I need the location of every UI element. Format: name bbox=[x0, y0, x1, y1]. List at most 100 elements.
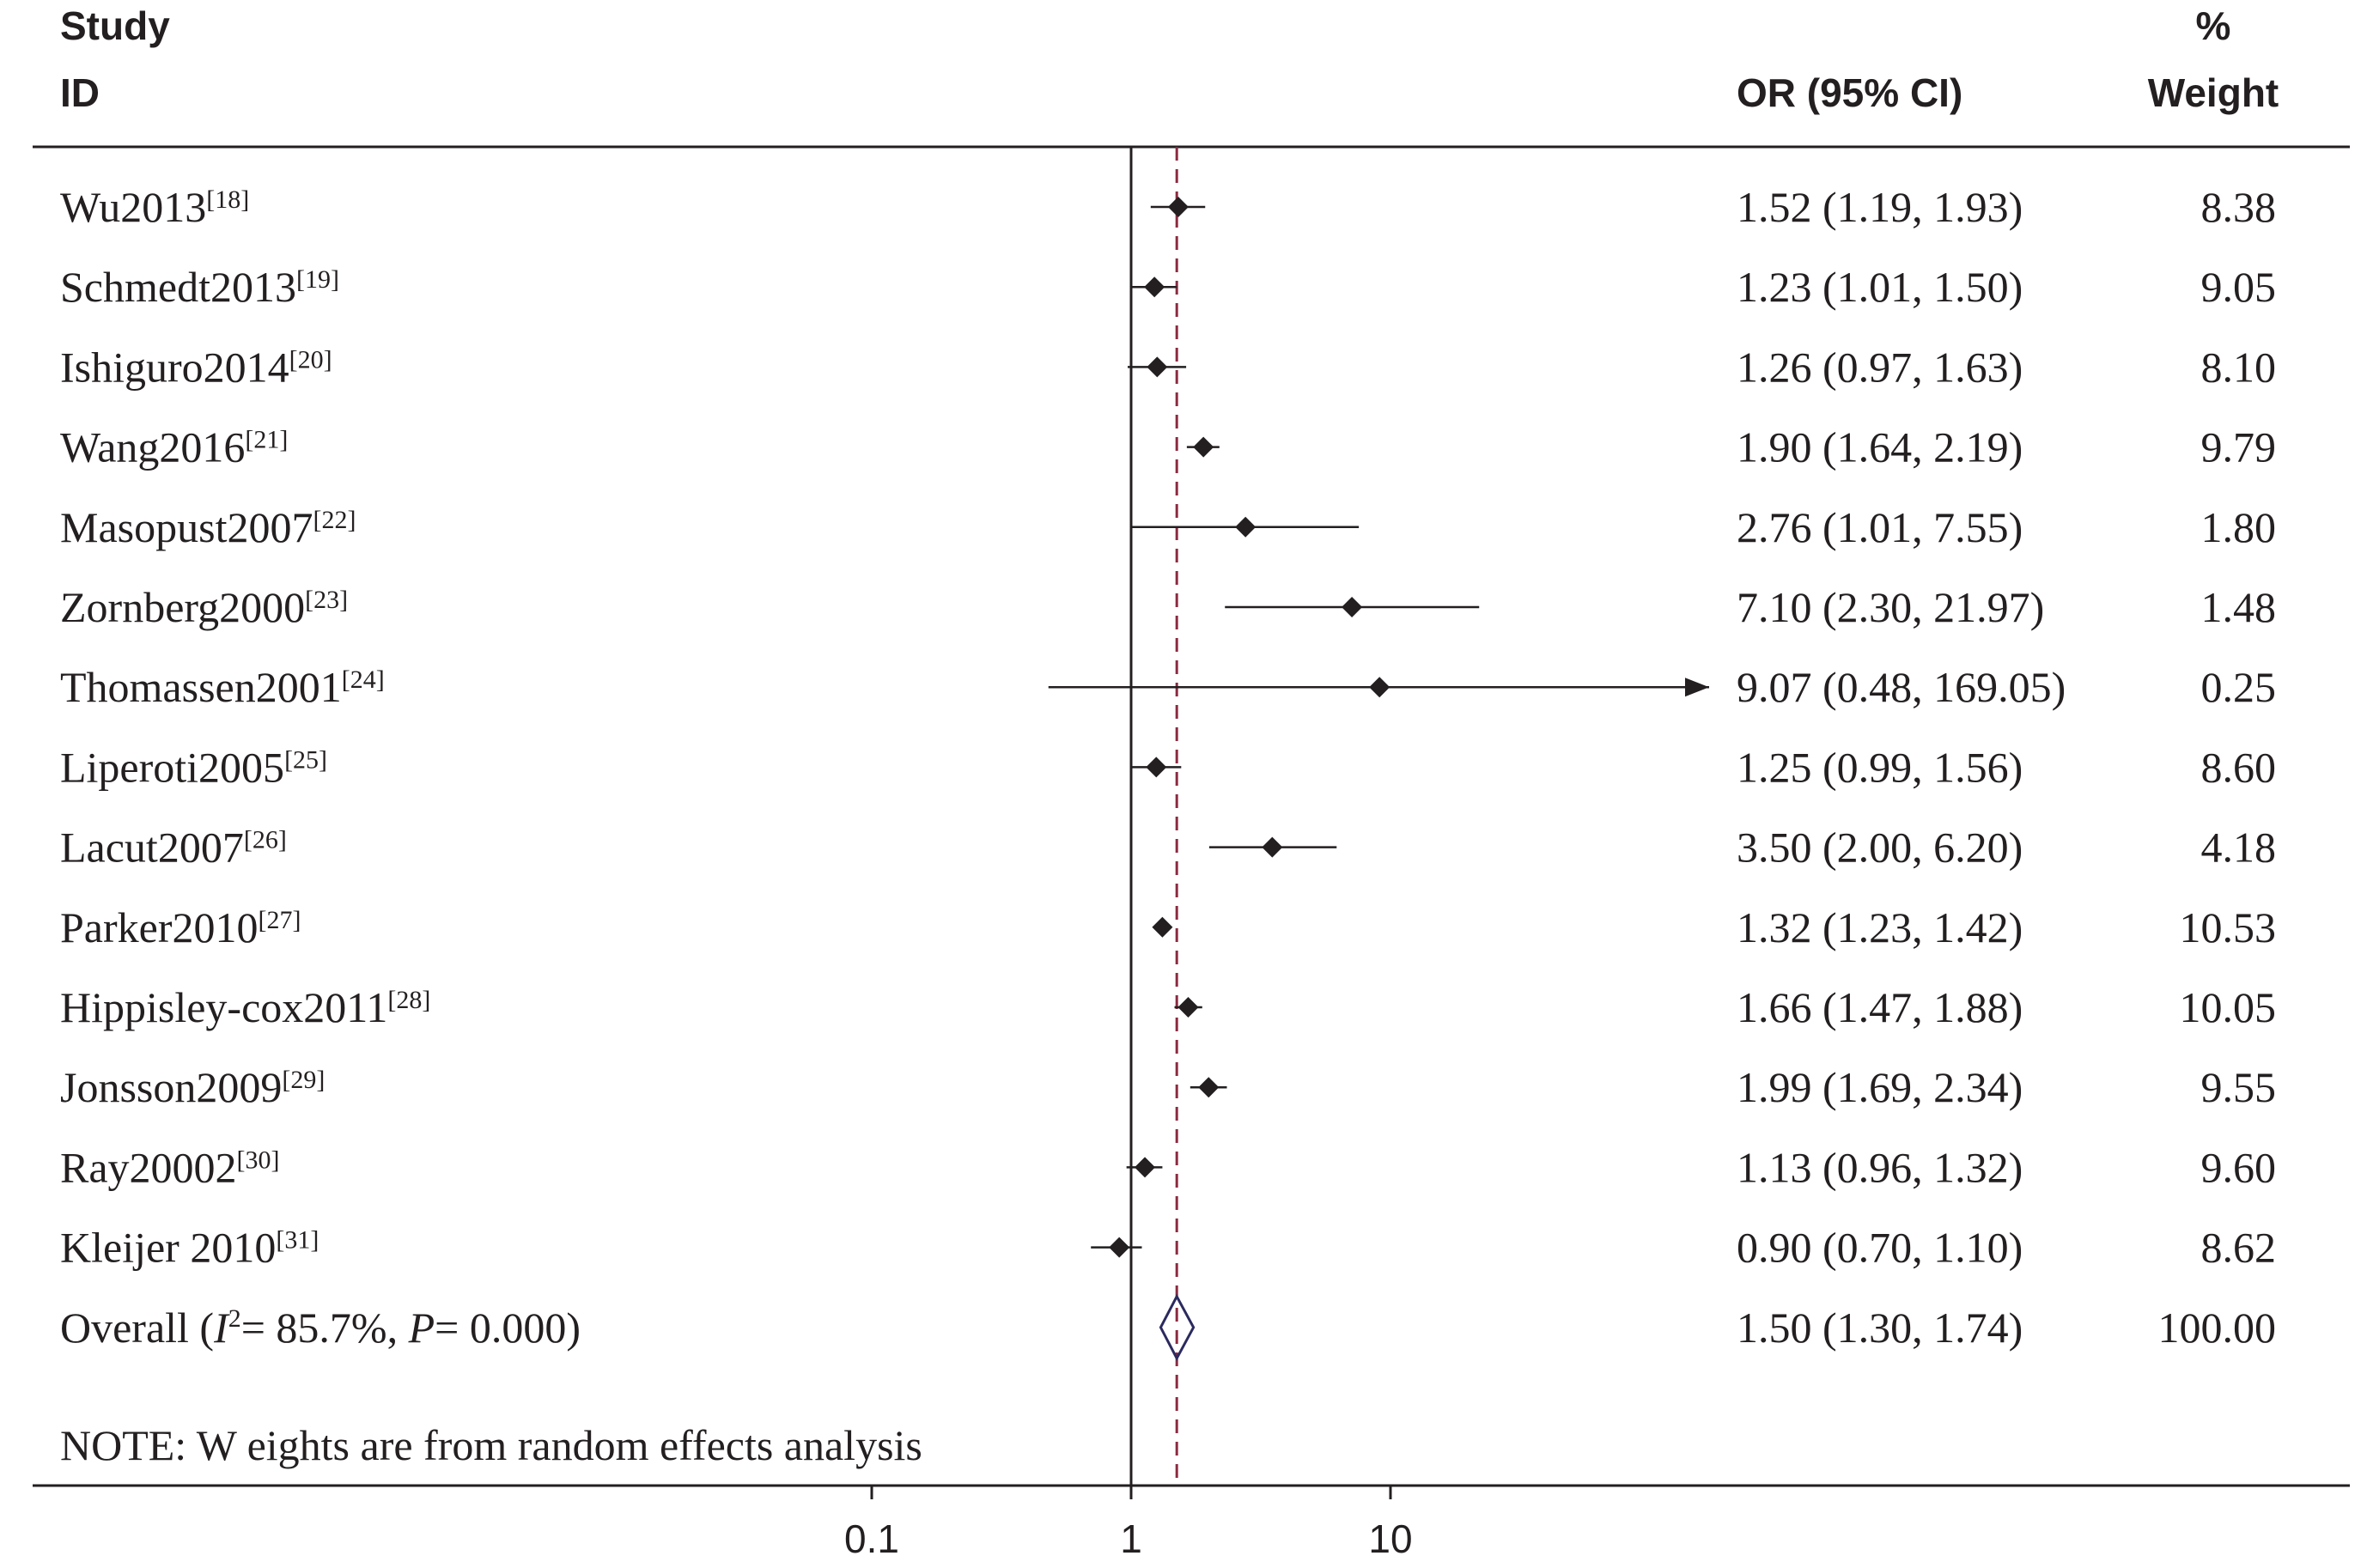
study-row: Masopust2007[22] 2.76 (1.01, 7.55) 1.80 bbox=[60, 503, 2276, 551]
or-ci-value: 1.26 (0.97, 1.63) bbox=[1737, 343, 2023, 391]
study-row: Liperoti2005[25] 1.25 (0.99, 1.56) 8.60 bbox=[60, 743, 2276, 791]
point-estimate-marker bbox=[1152, 916, 1173, 938]
study-reference: [29] bbox=[282, 1066, 325, 1094]
or-ci-value: 1.99 (1.69, 2.34) bbox=[1737, 1063, 2023, 1111]
study-id-label: Wang2016[21] bbox=[60, 423, 288, 471]
study-row: Wu2013[18] 1.52 (1.19, 1.93) 8.38 bbox=[60, 183, 2276, 231]
study-reference: [20] bbox=[289, 345, 332, 374]
or-ci-value: 9.07 (0.48, 169.05) bbox=[1737, 663, 2066, 711]
study-id-label: Kleijer 2010[31] bbox=[60, 1224, 319, 1272]
header-weight: Weight bbox=[2148, 70, 2279, 115]
header-study: Study bbox=[60, 3, 170, 48]
point-estimate-marker bbox=[1235, 516, 1257, 538]
study-row: Ishiguro2014[20] 1.26 (0.97, 1.63) 8.10 bbox=[60, 343, 2276, 391]
study-id-label: Wu2013[18] bbox=[60, 183, 249, 231]
weight-value: 9.55 bbox=[2201, 1063, 2277, 1111]
overall-row: Overall (I2= 85.7%, P= 0.000) 1.50 (1.30,… bbox=[60, 1293, 2277, 1361]
study-row: Wang2016[21] 1.90 (1.64, 2.19) 9.79 bbox=[60, 423, 2276, 471]
study-row: Lacut2007[26] 3.50 (2.00, 6.20) 4.18 bbox=[60, 824, 2276, 872]
ci-truncation-arrow bbox=[1685, 678, 1709, 697]
reference-lines bbox=[1129, 147, 1178, 1486]
study-id-label: Schmedt2013[19] bbox=[60, 263, 339, 311]
study-id-label: Liperoti2005[25] bbox=[60, 743, 327, 791]
or-ci-value: 1.13 (0.96, 1.32) bbox=[1737, 1143, 2023, 1191]
weight-value: 9.60 bbox=[2201, 1143, 2277, 1191]
study-id-label: Thomassen2001[24] bbox=[60, 663, 385, 711]
weight-value: 9.05 bbox=[2201, 263, 2277, 311]
header-or-ci: OR (95% CI) bbox=[1737, 70, 1962, 115]
point-estimate-marker bbox=[1167, 197, 1189, 217]
weight-value: 8.60 bbox=[2201, 743, 2277, 791]
header-percent: % bbox=[2196, 3, 2231, 48]
study-row: Parker2010[27] 1.32 (1.23, 1.42) 10.53 bbox=[60, 903, 2276, 951]
study-reference: [26] bbox=[244, 826, 287, 854]
study-row: Ray20002[30] 1.13 (0.96, 1.32) 9.60 bbox=[60, 1143, 2276, 1191]
weights-note: NOTE: W eights are from random effects a… bbox=[60, 1421, 922, 1469]
point-estimate-marker bbox=[1135, 1157, 1156, 1178]
or-ci-value: 1.66 (1.47, 1.88) bbox=[1737, 983, 2023, 1031]
point-estimate-marker bbox=[1109, 1237, 1130, 1258]
x-tick-label: 1 bbox=[1120, 1516, 1142, 1561]
study-reference: [23] bbox=[305, 586, 348, 614]
weight-value: 8.38 bbox=[2201, 183, 2277, 231]
or-ci-value: 7.10 (2.30, 21.97) bbox=[1737, 583, 2044, 631]
overall-diamond bbox=[1159, 1293, 1196, 1361]
weight-value: 10.05 bbox=[2180, 983, 2277, 1031]
point-estimate-marker bbox=[1198, 1077, 1220, 1098]
point-estimate-marker bbox=[1177, 997, 1199, 1018]
or-ci-value: 1.90 (1.64, 2.19) bbox=[1737, 423, 2023, 471]
study-rows: Wu2013[18] 1.52 (1.19, 1.93) 8.38 Schmedt20… bbox=[60, 183, 2277, 1361]
weight-value: 10.53 bbox=[2180, 903, 2277, 951]
weight-value: 1.48 bbox=[2201, 583, 2277, 631]
study-reference: [21] bbox=[245, 426, 288, 454]
point-estimate-marker bbox=[1146, 757, 1167, 778]
weight-value: 4.18 bbox=[2201, 824, 2277, 872]
study-id-label: Jonsson2009[29] bbox=[60, 1063, 325, 1111]
overall-label: Overall (I2= 85.7%, P= 0.000) bbox=[60, 1304, 581, 1352]
study-reference: [30] bbox=[237, 1146, 280, 1174]
weight-value: 0.25 bbox=[2201, 663, 2277, 711]
overall-or-ci-value: 1.50 (1.30, 1.74) bbox=[1737, 1304, 2023, 1352]
study-id-label: Lacut2007[26] bbox=[60, 824, 287, 872]
study-id-label: Masopust2007[22] bbox=[60, 503, 356, 551]
study-row: Thomassen2001[24] 9.07 (0.48, 169.05) 0.25 bbox=[60, 663, 2276, 711]
weight-value: 1.80 bbox=[2201, 503, 2277, 551]
or-ci-value: 1.52 (1.19, 1.93) bbox=[1737, 183, 2023, 231]
or-ci-value: 0.90 (0.70, 1.10) bbox=[1737, 1224, 2023, 1272]
point-estimate-marker bbox=[1144, 277, 1165, 298]
study-row: Schmedt2013[19] 1.23 (1.01, 1.50) 9.05 bbox=[60, 263, 2276, 311]
study-reference: [18] bbox=[206, 185, 249, 214]
column-headers: Study ID OR (95% CI) % Weight bbox=[60, 3, 2279, 115]
study-reference: [19] bbox=[296, 265, 339, 294]
study-reference: [31] bbox=[276, 1226, 319, 1255]
study-row: Jonsson2009[29] 1.99 (1.69, 2.34) 9.55 bbox=[60, 1063, 2276, 1111]
study-reference: [27] bbox=[259, 906, 301, 934]
or-ci-value: 1.23 (1.01, 1.50) bbox=[1737, 263, 2023, 311]
study-reference: [28] bbox=[387, 986, 430, 1014]
point-estimate-marker bbox=[1342, 597, 1363, 617]
or-ci-value: 3.50 (2.00, 6.20) bbox=[1737, 824, 2023, 872]
study-id-label: Ray20002[30] bbox=[60, 1143, 280, 1191]
point-estimate-marker bbox=[1262, 836, 1283, 858]
study-row: Kleijer 2010[31] 0.90 (0.70, 1.10) 8.62 bbox=[60, 1224, 2276, 1272]
study-reference: [25] bbox=[284, 745, 327, 774]
weight-value: 8.62 bbox=[2201, 1224, 2277, 1272]
study-row: Zornberg2000[23] 7.10 (2.30, 21.97) 1.48 bbox=[60, 583, 2276, 631]
point-estimate-marker bbox=[1193, 436, 1214, 458]
or-ci-value: 1.25 (0.99, 1.56) bbox=[1737, 743, 2023, 791]
study-id-label: Parker2010[27] bbox=[60, 903, 301, 951]
overall-weight-value: 100.00 bbox=[2158, 1304, 2277, 1352]
point-estimate-marker bbox=[1147, 356, 1168, 378]
or-ci-value: 2.76 (1.01, 7.55) bbox=[1737, 503, 2023, 551]
x-tick-label: 10 bbox=[1368, 1516, 1412, 1561]
weight-value: 8.10 bbox=[2201, 343, 2277, 391]
study-id-label: Ishiguro2014[20] bbox=[60, 343, 332, 391]
study-reference: [24] bbox=[342, 665, 385, 694]
i-squared-value: = 85.7%, bbox=[241, 1304, 409, 1352]
header-id: ID bbox=[60, 70, 100, 115]
p-value: = 0.000) bbox=[435, 1304, 581, 1352]
study-id-label: Hippisley-cox2011[28] bbox=[60, 983, 430, 1031]
study-row: Hippisley-cox2011[28] 1.66 (1.47, 1.88) 10… bbox=[60, 983, 2276, 1031]
x-tick-label: 0.1 bbox=[844, 1516, 899, 1561]
